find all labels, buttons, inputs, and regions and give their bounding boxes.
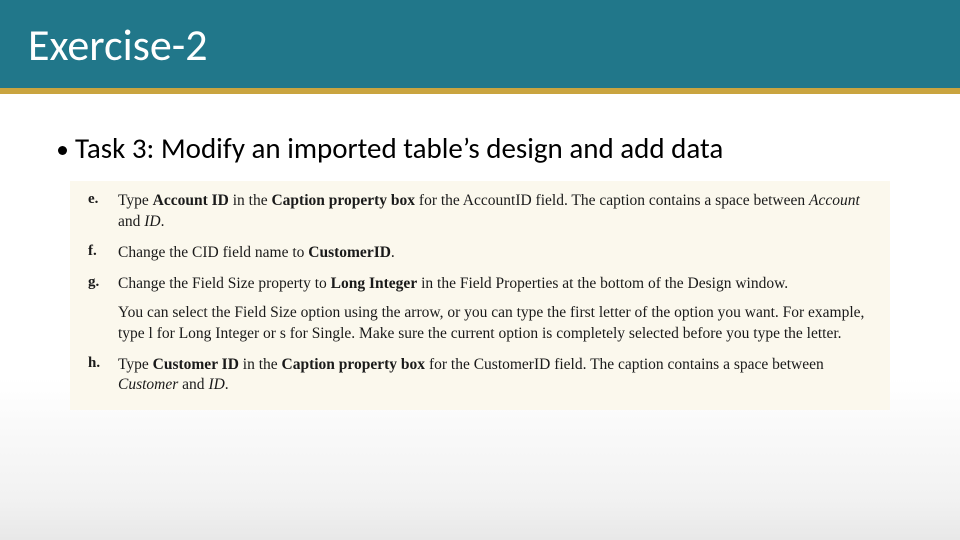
text: Change the CID field name to <box>118 244 308 261</box>
slide-title: Exercise-2 <box>28 18 208 72</box>
italic-text: Account <box>809 192 860 209</box>
divider-gold <box>0 88 960 94</box>
text: for the AccountID field. The caption con… <box>415 192 809 209</box>
step-letter: f. <box>88 243 118 264</box>
bullet-icon <box>58 146 67 155</box>
text: Type <box>118 192 153 209</box>
text: . <box>391 244 395 261</box>
step-body: Change the CID field name to CustomerID. <box>118 243 872 264</box>
step-letter: e. <box>88 191 118 233</box>
text: Change the Field Size property to <box>118 275 331 292</box>
bold-text: Customer ID <box>153 356 239 373</box>
step-letter: h. <box>88 355 118 397</box>
text: and <box>118 213 144 230</box>
italic-text: ID <box>208 376 224 393</box>
text: and <box>178 376 208 393</box>
text: for the CustomerID field. The caption co… <box>425 356 824 373</box>
bold-text: CustomerID <box>308 244 391 261</box>
steps-panel: e. Type Account ID in the Caption proper… <box>70 181 890 410</box>
step-f: f. Change the CID field name to Customer… <box>88 243 872 264</box>
text: in the Field Properties at the bottom of… <box>417 275 788 292</box>
step-e: e. Type Account ID in the Caption proper… <box>88 191 872 233</box>
bold-text: Caption property box <box>282 356 426 373</box>
italic-text: ID <box>144 213 160 230</box>
bold-text: Caption property box <box>271 192 415 209</box>
step-body: Change the Field Size property to Long I… <box>118 274 872 295</box>
text: Type <box>118 356 153 373</box>
text: . <box>161 213 165 230</box>
slide: Exercise-2 Task 3: Modify an imported ta… <box>0 0 960 540</box>
task-title: Task 3: Modify an imported table’s desig… <box>75 130 723 166</box>
step-body: Type Customer ID in the Caption property… <box>118 355 872 397</box>
text: . <box>225 376 229 393</box>
task-bullet-row: Task 3: Modify an imported table’s desig… <box>58 130 723 166</box>
step-g-note: You can select the Field Size option usi… <box>118 303 872 345</box>
step-g: g. Change the Field Size property to Lon… <box>88 274 872 295</box>
text: in the <box>239 356 282 373</box>
text: in the <box>229 192 272 209</box>
bold-text: Long Integer <box>331 275 418 292</box>
bold-text: Account ID <box>153 192 229 209</box>
step-letter: g. <box>88 274 118 295</box>
step-h: h. Type Customer ID in the Caption prope… <box>88 355 872 397</box>
italic-text: Customer <box>118 376 178 393</box>
step-body: Type Account ID in the Caption property … <box>118 191 872 233</box>
